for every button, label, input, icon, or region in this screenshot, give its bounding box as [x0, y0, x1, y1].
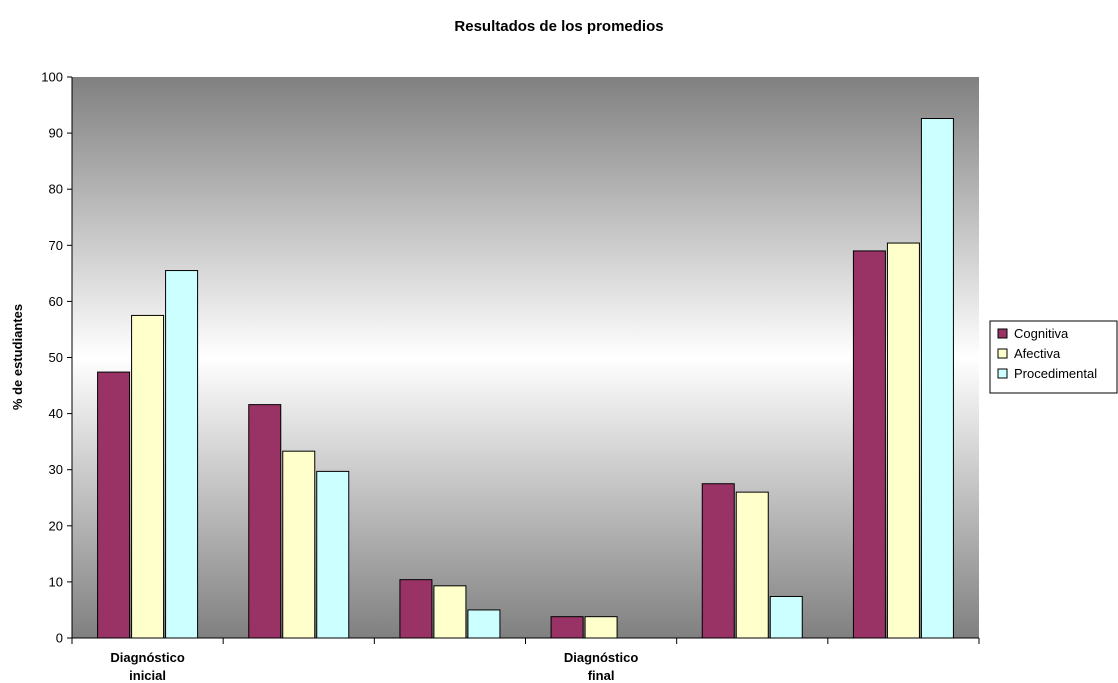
- bar-procedimental-5: [920, 118, 954, 639]
- bar-procedimental-1: [316, 470, 350, 639]
- legend-swatch-procedimental: [997, 368, 1008, 379]
- y-tick-label: 30: [49, 462, 63, 477]
- y-tick-label: 70: [49, 238, 63, 253]
- bar-afectiva-1: [282, 450, 316, 639]
- legend-label-procedimental: Procedimental: [1014, 366, 1097, 381]
- bar-afectiva-5: [886, 242, 920, 639]
- y-axis-label: % de estudiantes: [10, 304, 25, 410]
- bar-cognitiva-0: [97, 371, 131, 639]
- bar-cognitiva-5: [852, 250, 886, 639]
- bar-cognitiva-2: [399, 579, 433, 639]
- legend-label-afectiva: Afectiva: [1014, 346, 1061, 361]
- y-tick-label: 80: [49, 182, 63, 197]
- y-tick-label: 10: [49, 574, 63, 589]
- bar-procedimental-0: [165, 270, 199, 639]
- y-tick-label: 100: [41, 70, 63, 85]
- bar-cognitiva-3: [550, 616, 584, 639]
- legend-label-cognitiva: Cognitiva: [1014, 326, 1069, 341]
- plot-area: [72, 77, 979, 638]
- x-group-label: inicial: [129, 668, 166, 683]
- x-group-label: Diagnóstico: [564, 650, 638, 665]
- legend-box: [989, 320, 1118, 394]
- bar-afectiva-2: [433, 585, 467, 639]
- bar-cognitiva-1: [248, 404, 282, 639]
- y-tick-label: 90: [49, 126, 63, 141]
- bar-procedimental-2: [467, 609, 501, 639]
- bar-afectiva-0: [131, 314, 165, 639]
- x-group-label: final: [588, 668, 615, 683]
- y-tick-label: 0: [56, 631, 63, 646]
- bar-cognitiva-4: [701, 483, 735, 639]
- legend-swatch-afectiva: [997, 348, 1008, 359]
- legend-swatch-cognitiva: [997, 328, 1008, 339]
- y-tick-label: 60: [49, 294, 63, 309]
- y-tick-label: 20: [49, 518, 63, 533]
- legend: Cognitiva Afectiva Procedimental: [989, 320, 1118, 394]
- bar-afectiva-4: [735, 491, 769, 639]
- x-group-label: Diagnóstico: [110, 650, 184, 665]
- y-tick-label: 50: [49, 350, 63, 365]
- y-tick-label: 40: [49, 406, 63, 421]
- bar-afectiva-3: [584, 616, 618, 639]
- bar-procedimental-4: [769, 595, 803, 639]
- chart-title: Resultados de los promedios: [454, 18, 663, 35]
